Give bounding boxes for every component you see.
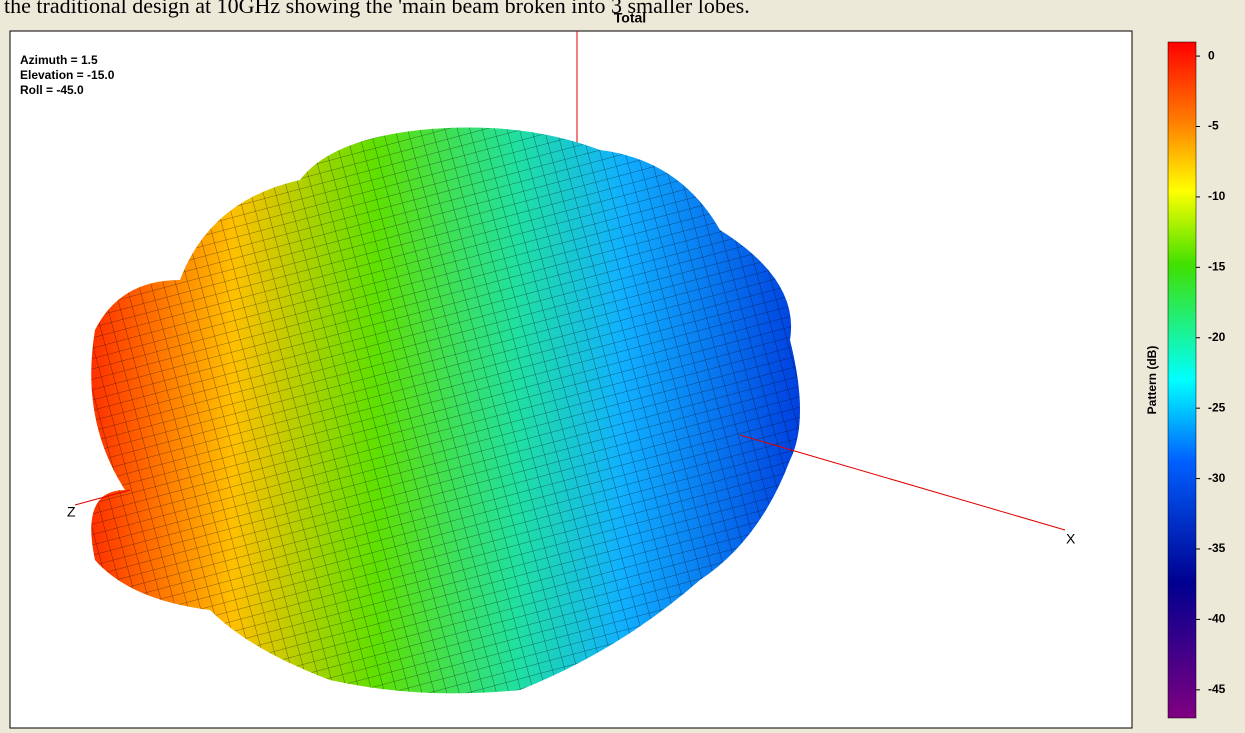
colorbar-label: Pattern (dB) [1145, 346, 1159, 415]
tick-label: -40 [1208, 612, 1226, 626]
window: the traditional design at 10GHz showing … [0, 0, 1245, 733]
tick-label: -45 [1208, 682, 1226, 696]
tick-label: 0 [1208, 48, 1215, 62]
axis-label: X [1066, 531, 1076, 547]
annotation: Roll = -45.0 [20, 83, 84, 97]
colorbar [1168, 42, 1196, 718]
tick-label: -25 [1208, 400, 1226, 414]
tick-label: -35 [1208, 541, 1226, 555]
tick-label: -30 [1208, 471, 1226, 485]
tick-label: -15 [1208, 260, 1226, 274]
annotation: Azimuth = 1.5 [20, 53, 98, 67]
tick-label: -5 [1208, 119, 1219, 133]
axis-label: Z [67, 504, 76, 520]
annotation: Elevation = -15.0 [20, 68, 115, 82]
chart-title: Total [614, 10, 646, 26]
tick-label: -20 [1208, 330, 1226, 344]
tick-label: -10 [1208, 189, 1226, 203]
